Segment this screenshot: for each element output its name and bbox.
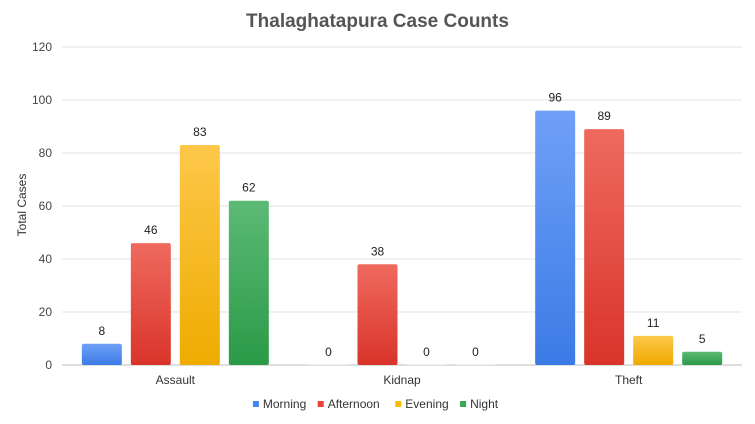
bar-evening-kidnap[interactable] (406, 364, 447, 365)
data-label: 5 (699, 332, 706, 346)
legend[interactable]: Morning Afternoon Evening Night (252, 397, 499, 411)
y-tick-label: 120 (32, 40, 52, 54)
legend-swatch (460, 401, 467, 407)
y-tick-label: 20 (39, 305, 53, 319)
data-label: 0 (325, 345, 332, 359)
legend-item-night[interactable]: Night (460, 397, 499, 411)
x-axis: Assault Kidnap Theft (156, 373, 643, 387)
legend-swatch (252, 401, 259, 407)
data-label: 83 (193, 125, 207, 139)
bar-morning-kidnap[interactable] (308, 364, 349, 365)
bar-evening-assault[interactable] (179, 145, 220, 365)
y-tick-label: 100 (32, 93, 52, 107)
data-label: 8 (98, 324, 105, 338)
data-label: 11 (647, 316, 660, 330)
bar-afternoon-assault[interactable] (130, 243, 171, 365)
bar-evening-theft[interactable] (633, 335, 674, 365)
bar-afternoon-theft[interactable] (584, 129, 625, 365)
legend-swatch (317, 401, 324, 407)
legend-label: Morning (263, 397, 306, 411)
y-axis-label: Total Cases (15, 174, 29, 237)
data-label: 0 (472, 345, 479, 359)
legend-swatch (395, 401, 402, 407)
bar-night-kidnap[interactable] (455, 364, 496, 365)
bars (81, 110, 723, 365)
legend-label: Afternoon (328, 397, 380, 411)
y-tick-label: 60 (39, 199, 53, 213)
x-tick-label: Theft (615, 373, 643, 387)
legend-item-morning[interactable]: Morning (252, 397, 306, 411)
data-label: 0 (423, 345, 430, 359)
bar-night-assault[interactable] (228, 200, 269, 365)
legend-label: Evening (405, 397, 448, 411)
bar-afternoon-kidnap[interactable] (357, 264, 398, 365)
bar-morning-assault[interactable] (81, 343, 122, 365)
bar-night-theft[interactable] (682, 351, 723, 365)
x-tick-label: Assault (156, 373, 196, 387)
x-tick-label: Kidnap (383, 373, 421, 387)
data-label: 96 (548, 91, 562, 105)
data-label: 38 (371, 244, 385, 258)
y-tick-label: 80 (39, 146, 53, 160)
legend-item-afternoon[interactable]: Afternoon (317, 397, 380, 411)
legend-label: Night (470, 397, 499, 411)
data-label: 62 (242, 181, 256, 195)
y-tick-label: 0 (45, 358, 52, 372)
data-label: 46 (144, 223, 158, 237)
legend-item-evening[interactable]: Evening (395, 397, 449, 411)
bar-morning-theft[interactable] (535, 110, 576, 365)
data-labels: 8 46 83 62 0 38 0 0 96 89 11 5 (98, 91, 705, 359)
data-label: 89 (597, 109, 611, 123)
chart-title: Thalaghatapura Case Counts (246, 11, 509, 32)
y-tick-label: 40 (39, 252, 53, 266)
